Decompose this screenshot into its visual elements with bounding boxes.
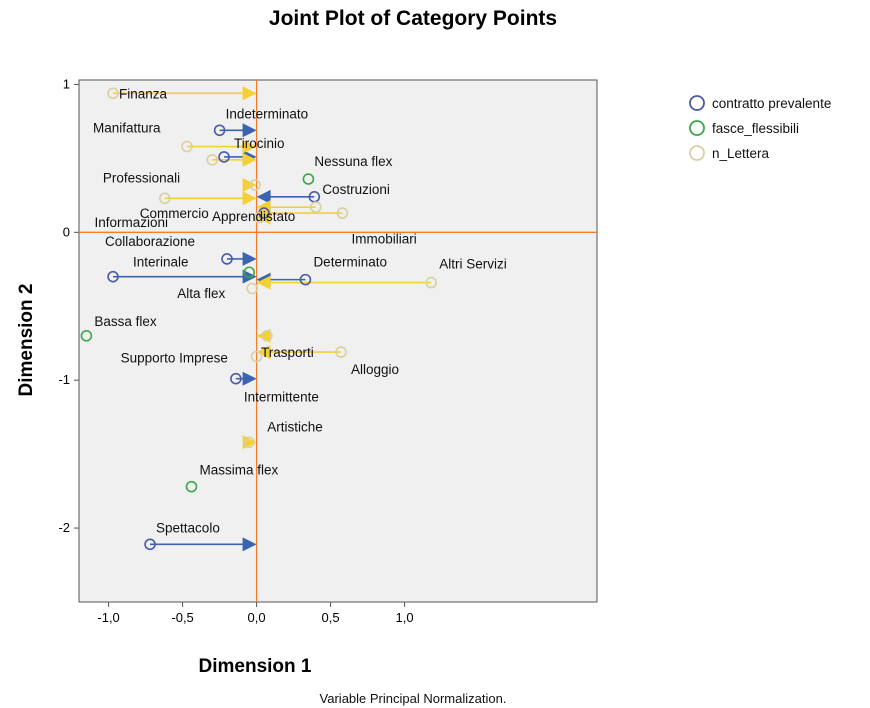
chart-title: Joint Plot of Category Points — [269, 7, 557, 30]
category-point — [107, 270, 119, 283]
x-axis-ticks: -1,0 -0,5 0,0 0,5 1,0 — [97, 602, 414, 625]
point-label: Nessuna flex — [314, 154, 392, 169]
legend-label: fasce_flessibili — [712, 121, 799, 136]
point-label: Commercio — [140, 206, 209, 221]
x-tick-label: -1,0 — [97, 610, 119, 625]
category-point — [181, 140, 193, 153]
y-axis-title: Dimension 2 — [16, 284, 37, 397]
arrow-head — [242, 86, 257, 101]
arrow-head — [242, 371, 257, 386]
point-label: Massima flex — [199, 463, 278, 478]
category-point — [425, 276, 438, 289]
arrow-head — [242, 123, 257, 138]
point-label: Interinale — [133, 255, 189, 270]
category-points — [80, 87, 438, 551]
category-point — [213, 124, 226, 137]
point-label: Immobiliari — [352, 232, 417, 247]
category-point — [299, 273, 312, 286]
category-point — [246, 282, 258, 295]
arrow-head — [242, 139, 257, 154]
y-tick-label: -1 — [58, 372, 70, 387]
category-point — [243, 266, 255, 279]
point-label: Alta flex — [177, 286, 225, 301]
category-point — [221, 253, 233, 265]
point-label: Collaborazione — [105, 234, 195, 249]
point-label: Professionali — [103, 170, 180, 185]
category-point — [159, 192, 171, 205]
point-label: Indeterminato — [226, 106, 309, 121]
arrow-head — [242, 251, 257, 266]
point-label: Finanza — [119, 86, 168, 101]
x-tick-label: 0,5 — [322, 610, 340, 625]
category-point — [80, 330, 93, 342]
plot-area — [78, 79, 598, 603]
y-tick-label: -2 — [58, 520, 70, 535]
category-point — [206, 154, 218, 166]
legend-label: contratto prevalente — [712, 96, 831, 111]
point-label: Supporto Imprese — [121, 351, 228, 366]
point-label: Intermittente — [244, 390, 319, 405]
legend-label: n_Lettera — [712, 146, 770, 161]
category-point — [250, 350, 263, 363]
category-point — [253, 211, 266, 224]
category-point — [218, 151, 230, 163]
arrow-head — [256, 189, 271, 204]
arrow-head — [256, 328, 271, 343]
category-point — [336, 207, 349, 219]
point-label: Bassa flex — [94, 314, 157, 329]
arrow-head — [242, 537, 257, 552]
x-tick-label: 1,0 — [396, 610, 414, 625]
point-labels: Indeterminato Tirocinio Costruzioni Apprend… — [93, 86, 507, 535]
category-point — [335, 346, 347, 358]
x-tick-label: 0,0 — [248, 610, 266, 625]
x-tick-label: -0,5 — [171, 610, 193, 625]
point-label: Spettacolo — [156, 520, 220, 535]
point-label: Alloggio — [351, 362, 399, 377]
arrow-head — [256, 345, 271, 360]
category-point — [185, 480, 198, 493]
footnote: Variable Principal Normalization. — [320, 691, 507, 706]
point-label: Determinato — [313, 255, 387, 270]
point-label: Apprendistato — [212, 209, 295, 224]
legend-marker — [689, 145, 705, 161]
y-tick-label: 0 — [63, 224, 70, 239]
point-label: Manifattura — [93, 121, 161, 136]
category-point — [302, 173, 315, 185]
point-label: Informazioni — [94, 215, 168, 230]
y-tick-label: 1 — [63, 76, 70, 91]
reference-lines — [79, 80, 597, 602]
point-label: Costruzioni — [322, 182, 390, 197]
category-point — [144, 538, 156, 551]
arrow-head — [242, 191, 257, 206]
category-point — [261, 330, 273, 342]
category-point — [230, 372, 242, 385]
legend-marker — [689, 95, 705, 111]
category-point — [309, 201, 322, 213]
category-point — [249, 179, 261, 191]
y-axis-ticks: 1 0 -1 -2 — [58, 76, 79, 535]
legend-marker — [689, 120, 705, 136]
category-point — [107, 87, 119, 100]
x-axis-title: Dimension 1 — [199, 656, 312, 677]
point-label: Artistiche — [267, 419, 323, 434]
arrow-head — [256, 275, 271, 290]
point-label: Altri Servizi — [439, 257, 507, 272]
arrow-head — [242, 152, 257, 167]
point-label: Trasporti — [261, 345, 314, 360]
category-point — [243, 436, 255, 449]
point-label: Tirocinio — [234, 136, 285, 151]
legend: contratto prevalente fasce_flessibili n_Le… — [689, 95, 831, 161]
